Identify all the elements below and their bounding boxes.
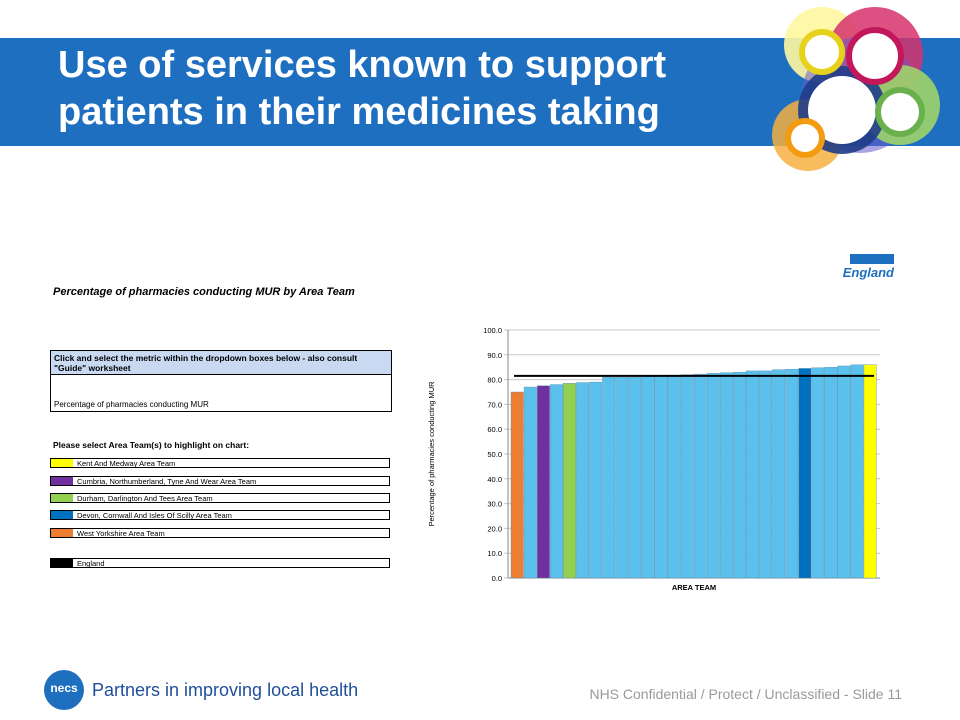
- area-team-swatch: [51, 477, 73, 485]
- slide-title-line-2: patients in their medicines taking: [58, 91, 660, 133]
- area-team-select-label: Please select Area Team(s) to highlight …: [53, 440, 250, 450]
- metric-dropdown-value[interactable]: Percentage of pharmacies conducting MUR: [54, 400, 209, 409]
- metric-instruction: Click and select the metric within the d…: [51, 351, 391, 375]
- area-team-swatch: [51, 559, 73, 567]
- area-team-label: Kent And Medway Area Team: [77, 459, 176, 468]
- nhs-logo-word: England: [842, 265, 894, 280]
- y-tick-label: 10.0: [487, 549, 502, 558]
- bar: [706, 373, 720, 579]
- y-tick-label: 0.0: [492, 574, 502, 583]
- y-tick-label: 30.0: [487, 500, 502, 509]
- bar: [746, 370, 759, 579]
- bar: [772, 369, 786, 579]
- bar: [576, 382, 590, 579]
- bar: [523, 386, 537, 579]
- necs-logo-text: necs: [50, 681, 78, 695]
- y-tick-label: 80.0: [487, 376, 502, 385]
- bar: [850, 364, 864, 579]
- decorative-circles: [772, 7, 940, 171]
- bar: [719, 372, 733, 579]
- area-team-label: Durham, Darlington And Tees Area Team: [77, 494, 213, 503]
- y-tick-label: 50.0: [487, 450, 502, 459]
- bar: [510, 391, 524, 579]
- bar: [589, 381, 603, 579]
- bar: [837, 365, 851, 579]
- area-team-option[interactable]: Kent And Medway Area Team: [50, 458, 390, 468]
- bar: [550, 384, 563, 579]
- bar: [759, 370, 773, 579]
- area-team-label: West Yorkshire Area Team: [77, 529, 165, 538]
- slide-title: Use of services known to support patient…: [58, 42, 758, 136]
- y-tick-label: 20.0: [487, 524, 502, 533]
- area-team-swatch: [51, 494, 73, 502]
- area-team-label: Cumbria, Northumberland, Tyne And Wear A…: [77, 477, 257, 486]
- bar: [824, 367, 838, 579]
- area-team-option[interactable]: West Yorkshire Area Team: [50, 528, 390, 538]
- y-tick-label: 40.0: [487, 475, 502, 484]
- bar: [615, 376, 629, 579]
- y-tick-label: 60.0: [487, 425, 502, 434]
- panel-title: Percentage of pharmacies conducting MUR …: [53, 286, 355, 298]
- footer-tagline: Partners in improving local health: [92, 680, 359, 700]
- area-team-option[interactable]: Durham, Darlington And Tees Area Team: [50, 493, 390, 503]
- bar: [536, 385, 550, 579]
- y-tick-label: 100.0: [483, 326, 502, 335]
- bar: [628, 376, 642, 579]
- nhs-england-logo: England: [842, 254, 898, 284]
- bar: [563, 383, 576, 579]
- x-axis-label: AREA TEAM: [672, 583, 716, 592]
- slide-title-line-1: Use of services known to support: [58, 44, 667, 86]
- metric-dropdown-box[interactable]: Click and select the metric within the d…: [50, 350, 392, 412]
- mur-bar-chart: 0.0 10.0 20.0 30.0 40.0 50.0 60.0 70.0 80.0 90.0 1…: [427, 326, 880, 592]
- necs-logo: necs: [44, 670, 84, 710]
- bar: [602, 376, 616, 579]
- y-axis-label: Percentage of pharmacies conducting MUR: [427, 381, 436, 527]
- bar: [667, 374, 681, 579]
- slide-footer: NHS Confidential / Protect / Unclassifie…: [589, 686, 902, 702]
- area-team-swatch: [51, 529, 73, 537]
- bar: [785, 368, 799, 579]
- area-team-swatch: [51, 511, 73, 519]
- bar: [693, 373, 707, 579]
- bar: [798, 368, 812, 579]
- bar: [654, 375, 668, 579]
- area-team-swatch: [51, 459, 73, 467]
- area-team-label: England: [77, 559, 105, 568]
- bar: [680, 374, 694, 579]
- y-tick-label: 70.0: [487, 400, 502, 409]
- y-tick-label: 90.0: [487, 351, 502, 360]
- area-team-label: Devon, Cornwall And Isles Of Scilly Area…: [77, 511, 232, 520]
- area-team-option[interactable]: Cumbria, Northumberland, Tyne And Wear A…: [50, 476, 390, 486]
- bar: [863, 364, 877, 579]
- bar: [811, 367, 825, 579]
- bar: [641, 376, 655, 579]
- area-team-option[interactable]: England: [50, 558, 390, 568]
- area-team-option[interactable]: Devon, Cornwall And Isles Of Scilly Area…: [50, 510, 390, 520]
- bar: [733, 371, 746, 579]
